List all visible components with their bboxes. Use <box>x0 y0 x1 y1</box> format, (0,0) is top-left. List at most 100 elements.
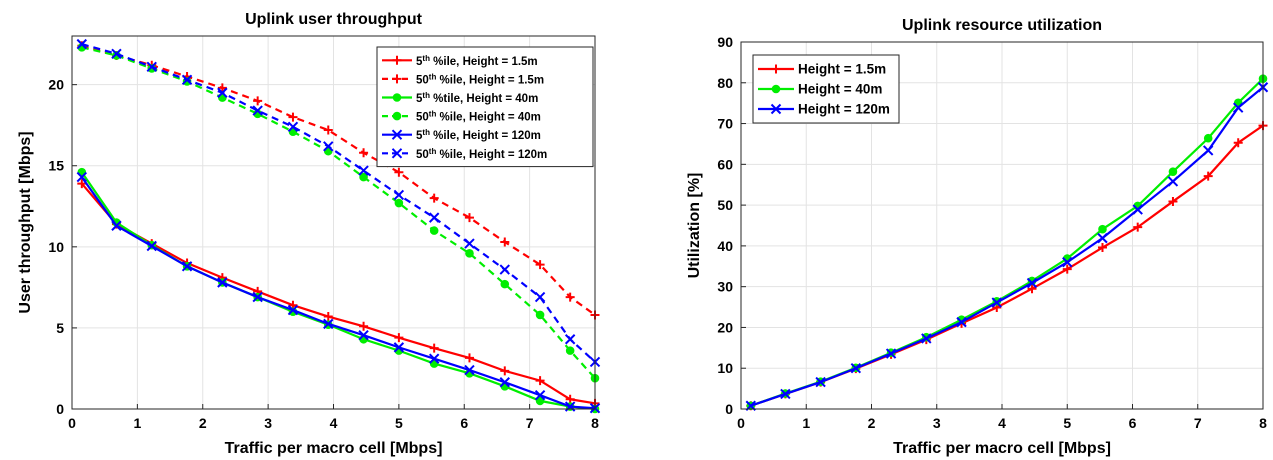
data-point <box>111 48 122 60</box>
y-tick-label: 90 <box>717 34 733 50</box>
data-point <box>534 390 546 401</box>
x-tick-label: 6 <box>1129 415 1137 431</box>
data-point <box>535 376 545 386</box>
data-point <box>428 353 440 364</box>
x-tick-label: 1 <box>133 415 141 431</box>
x-tick-label: 0 <box>737 415 745 431</box>
data-point <box>564 401 576 412</box>
data-point <box>1168 167 1178 176</box>
x-tick-label: 5 <box>1063 415 1071 431</box>
data-point <box>500 366 510 376</box>
x-axis-label: Traffic per macro cell [Mbps] <box>893 440 1111 457</box>
y-axis-label: Utilization [%] <box>686 173 703 279</box>
legend-marker <box>392 111 402 121</box>
y-tick-label: 70 <box>717 116 733 132</box>
data-point <box>1027 284 1037 294</box>
x-tick-label: 7 <box>526 415 534 431</box>
legend-label: 5th %ile, Height = 120m <box>416 128 541 142</box>
legend: 5th %ile, Height = 1.5m 50th %ile, Height… <box>376 46 594 168</box>
data-point <box>323 141 334 152</box>
x-tick-label: 0 <box>68 415 76 431</box>
data-point <box>358 165 369 176</box>
x-tick-label: 1 <box>802 415 810 431</box>
data-point <box>253 96 263 106</box>
y-tick-label: 50 <box>717 197 733 213</box>
data-point <box>500 279 510 289</box>
legend-label: 5th %ile, Height = 1.5m <box>416 54 538 68</box>
data-point <box>181 74 193 85</box>
data-point <box>1233 138 1243 148</box>
data-point <box>252 105 263 116</box>
x-tick-label: 2 <box>868 415 876 431</box>
data-point <box>359 148 369 158</box>
y-axis-label: User throughput [Mbps] <box>17 131 34 313</box>
y-tick-label: 40 <box>717 238 733 254</box>
y-tick-label: 20 <box>717 319 733 335</box>
legend-marker <box>391 148 403 159</box>
data-point <box>1062 264 1072 274</box>
legend-label: Height = 120m <box>798 102 890 117</box>
data-point <box>534 291 546 303</box>
data-point <box>535 396 545 406</box>
chart-title: Uplink user throughput <box>245 11 423 28</box>
axes-box <box>740 41 1264 410</box>
x-tick-label: 8 <box>591 415 599 431</box>
data-point <box>1232 102 1244 113</box>
series-line <box>81 44 595 316</box>
data-point <box>1168 196 1178 206</box>
data-point <box>217 87 228 98</box>
y-tick-label: 60 <box>717 156 733 172</box>
series-3 <box>745 82 1269 411</box>
data-point <box>359 321 369 331</box>
data-point <box>1026 277 1038 289</box>
data-point <box>217 83 227 93</box>
data-point <box>394 198 404 208</box>
data-point <box>429 343 439 353</box>
data-point <box>181 261 193 272</box>
legend-label: 5th %tile, Height = 40m <box>416 91 538 105</box>
data-point <box>1133 222 1143 232</box>
series-6 <box>76 38 601 368</box>
data-point <box>565 292 575 302</box>
y-tick-label: 80 <box>717 75 733 91</box>
chart-1: 0 1 2 3 4 5 6 7 8 0 5 10 15 20 Uplink user throughput T… <box>17 11 601 457</box>
data-point <box>465 249 474 258</box>
data-point <box>991 297 1002 308</box>
data-point <box>564 334 576 345</box>
legend-label: 50th %ile, Height = 40m <box>416 110 541 124</box>
legend-box <box>376 46 594 168</box>
y-tick-label: 15 <box>48 158 64 174</box>
data-point <box>464 213 474 223</box>
chart-title: Uplink resource utilization <box>902 17 1102 34</box>
legend-marker <box>392 74 402 84</box>
series-5 <box>76 171 601 414</box>
y-tick-label: 20 <box>48 77 64 93</box>
data-point <box>111 220 122 231</box>
data-point <box>358 330 369 341</box>
legend-marker <box>770 103 782 115</box>
series-line <box>81 43 595 363</box>
series-line <box>750 86 1263 407</box>
data-point <box>464 364 475 376</box>
data-point <box>252 291 263 303</box>
y-tick-label: 10 <box>48 239 64 255</box>
y-tick-label: 5 <box>56 320 64 336</box>
legend-marker <box>392 55 402 65</box>
data-point <box>464 238 475 249</box>
legend-marker <box>771 64 781 74</box>
data-point <box>1097 232 1108 244</box>
data-point <box>815 376 826 388</box>
data-point <box>535 260 545 270</box>
data-point <box>1203 171 1213 181</box>
data-point <box>359 172 368 182</box>
x-tick-label: 3 <box>264 415 272 431</box>
data-point <box>565 346 575 355</box>
data-point <box>535 310 545 320</box>
data-point <box>323 318 334 330</box>
data-point <box>428 212 440 223</box>
data-point <box>393 342 405 353</box>
data-point <box>885 348 897 359</box>
x-tick-label: 4 <box>998 415 1006 431</box>
data-point <box>1202 145 1214 156</box>
